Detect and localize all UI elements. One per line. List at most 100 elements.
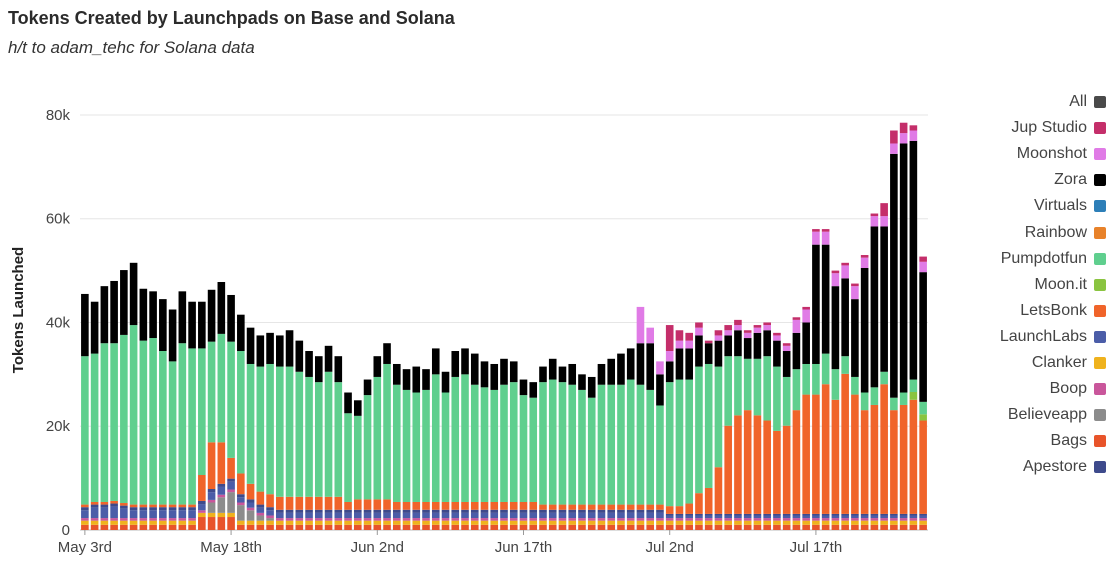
bar-segment-launchlabs[interactable] bbox=[860, 515, 869, 519]
bar-segment-bags[interactable] bbox=[724, 524, 732, 530]
bar-segment-zora[interactable] bbox=[305, 351, 313, 377]
bar-segment-boop[interactable] bbox=[734, 518, 742, 521]
bar-segment-clanker[interactable] bbox=[509, 520, 518, 525]
bar-segment-apestore[interactable] bbox=[587, 509, 596, 513]
bar-segment-apestore[interactable] bbox=[753, 513, 762, 516]
bar-segment-believeapp[interactable] bbox=[227, 492, 235, 513]
bar-segment-launchlabs[interactable] bbox=[899, 515, 908, 519]
bar-segment-moon-it[interactable] bbox=[919, 414, 927, 421]
bar-segment-apestore[interactable] bbox=[782, 513, 791, 516]
bar-segment-pumpdotfun[interactable] bbox=[626, 379, 635, 505]
bar-segment-apestore[interactable] bbox=[227, 478, 235, 482]
bar-segment-letsbonk[interactable] bbox=[607, 504, 616, 510]
bar-segment-launchlabs[interactable] bbox=[100, 507, 109, 519]
bar-segment-launchlabs[interactable] bbox=[383, 512, 391, 519]
bar-segment-letsbonk[interactable] bbox=[324, 496, 333, 510]
bar-segment-pumpdotfun[interactable] bbox=[168, 361, 177, 505]
bar-segment-jup-studio[interactable] bbox=[743, 330, 752, 333]
bar-segment-boop[interactable] bbox=[324, 518, 333, 521]
bar-segment-boop[interactable] bbox=[110, 518, 118, 521]
bar-segment-apestore[interactable] bbox=[383, 509, 391, 513]
bar-segment-believeapp[interactable] bbox=[256, 515, 265, 521]
bar-segment-letsbonk[interactable] bbox=[812, 394, 820, 514]
bar-segment-apestore[interactable] bbox=[578, 509, 586, 513]
bar-segment-launchlabs[interactable] bbox=[363, 512, 372, 519]
bar-segment-letsbonk[interactable] bbox=[558, 504, 567, 510]
bar-segment-boop[interactable] bbox=[617, 518, 625, 521]
bar-segment-launchlabs[interactable] bbox=[646, 512, 655, 519]
bar-segment-bags[interactable] bbox=[110, 524, 118, 530]
legend-item-clanker[interactable]: Clanker bbox=[960, 350, 1106, 376]
bar-segment-letsbonk[interactable] bbox=[870, 404, 879, 514]
bar-segment-bags[interactable] bbox=[851, 524, 859, 530]
bar-segment-letsbonk[interactable] bbox=[802, 394, 810, 514]
bar-segment-boop[interactable] bbox=[237, 502, 245, 506]
bar-segment-boop[interactable] bbox=[461, 518, 469, 521]
bar-segment-launchlabs[interactable] bbox=[782, 515, 791, 519]
bar-segment-clanker[interactable] bbox=[665, 520, 674, 525]
bar-segment-boop[interactable] bbox=[656, 518, 664, 521]
bar-segment-clanker[interactable] bbox=[139, 520, 148, 525]
bar-segment-apestore[interactable] bbox=[490, 509, 499, 513]
bar-segment-launchlabs[interactable] bbox=[120, 508, 128, 519]
bar-segment-launchlabs[interactable] bbox=[500, 512, 508, 519]
bar-segment-apestore[interactable] bbox=[617, 509, 625, 513]
bar-segment-launchlabs[interactable] bbox=[587, 512, 596, 519]
bar-segment-boop[interactable] bbox=[704, 518, 713, 521]
bar-segment-bags[interactable] bbox=[81, 524, 89, 530]
bar-segment-pumpdotfun[interactable] bbox=[509, 382, 518, 502]
bar-segment-pumpdotfun[interactable] bbox=[315, 382, 323, 497]
bar-segment-letsbonk[interactable] bbox=[383, 499, 391, 510]
bar-segment-clanker[interactable] bbox=[159, 520, 167, 525]
bar-segment-pumpdotfun[interactable] bbox=[763, 356, 771, 421]
bar-segment-zora[interactable] bbox=[607, 358, 616, 385]
bar-segment-bags[interactable] bbox=[656, 524, 664, 530]
bar-segment-believeapp[interactable] bbox=[237, 505, 245, 521]
bar-segment-letsbonk[interactable] bbox=[578, 504, 586, 510]
bar-segment-bags[interactable] bbox=[899, 524, 908, 530]
bar-segment-jup-studio[interactable] bbox=[831, 270, 840, 274]
bar-segment-moonshot[interactable] bbox=[782, 345, 791, 352]
bar-segment-apestore[interactable] bbox=[305, 509, 313, 513]
bar-segment-bags[interactable] bbox=[256, 524, 265, 530]
bar-segment-apestore[interactable] bbox=[363, 509, 372, 513]
bar-segment-clanker[interactable] bbox=[792, 520, 801, 525]
bar-segment-letsbonk[interactable] bbox=[841, 373, 849, 514]
bar-segment-apestore[interactable] bbox=[568, 509, 577, 513]
bar-segment-pumpdotfun[interactable] bbox=[480, 387, 489, 502]
bar-segment-launchlabs[interactable] bbox=[665, 515, 674, 519]
bar-segment-apestore[interactable] bbox=[695, 513, 703, 516]
bar-segment-letsbonk[interactable] bbox=[470, 501, 479, 510]
bar-segment-zora[interactable] bbox=[431, 348, 440, 375]
bar-segment-launchlabs[interactable] bbox=[402, 512, 411, 519]
bar-segment-boop[interactable] bbox=[880, 518, 888, 521]
bar-segment-bags[interactable] bbox=[373, 524, 382, 530]
bar-segment-pumpdotfun[interactable] bbox=[461, 374, 469, 502]
bar-segment-moonshot[interactable] bbox=[909, 130, 918, 141]
bar-segment-jup-studio[interactable] bbox=[841, 262, 849, 266]
bar-segment-clanker[interactable] bbox=[324, 520, 333, 525]
bar-segment-clanker[interactable] bbox=[363, 520, 372, 525]
bar-segment-launchlabs[interactable] bbox=[851, 515, 859, 519]
bar-segment-boop[interactable] bbox=[90, 518, 99, 521]
bar-segment-bags[interactable] bbox=[763, 524, 771, 530]
bar-segment-boop[interactable] bbox=[159, 518, 167, 521]
bar-segment-boop[interactable] bbox=[334, 518, 343, 521]
bar-segment-clanker[interactable] bbox=[237, 520, 245, 525]
bar-segment-boop[interactable] bbox=[587, 518, 596, 521]
bar-segment-launchlabs[interactable] bbox=[178, 510, 187, 519]
bar-segment-bags[interactable] bbox=[451, 524, 460, 530]
bar-segment-boop[interactable] bbox=[217, 494, 226, 498]
bar-segment-moonshot[interactable] bbox=[753, 327, 762, 333]
bar-segment-boop[interactable] bbox=[724, 518, 732, 521]
bar-segment-launchlabs[interactable] bbox=[890, 515, 898, 519]
bar-segment-launchlabs[interactable] bbox=[129, 510, 138, 519]
bar-segment-launchlabs[interactable] bbox=[880, 515, 888, 519]
bar-segment-pumpdotfun[interactable] bbox=[870, 387, 879, 405]
bar-segment-clanker[interactable] bbox=[431, 520, 440, 525]
bar-segment-zora[interactable] bbox=[188, 301, 196, 349]
bar-segment-clanker[interactable] bbox=[81, 520, 89, 525]
bar-segment-launchlabs[interactable] bbox=[266, 510, 274, 516]
bar-segment-bags[interactable] bbox=[159, 524, 167, 530]
bar-segment-apestore[interactable] bbox=[899, 513, 908, 516]
